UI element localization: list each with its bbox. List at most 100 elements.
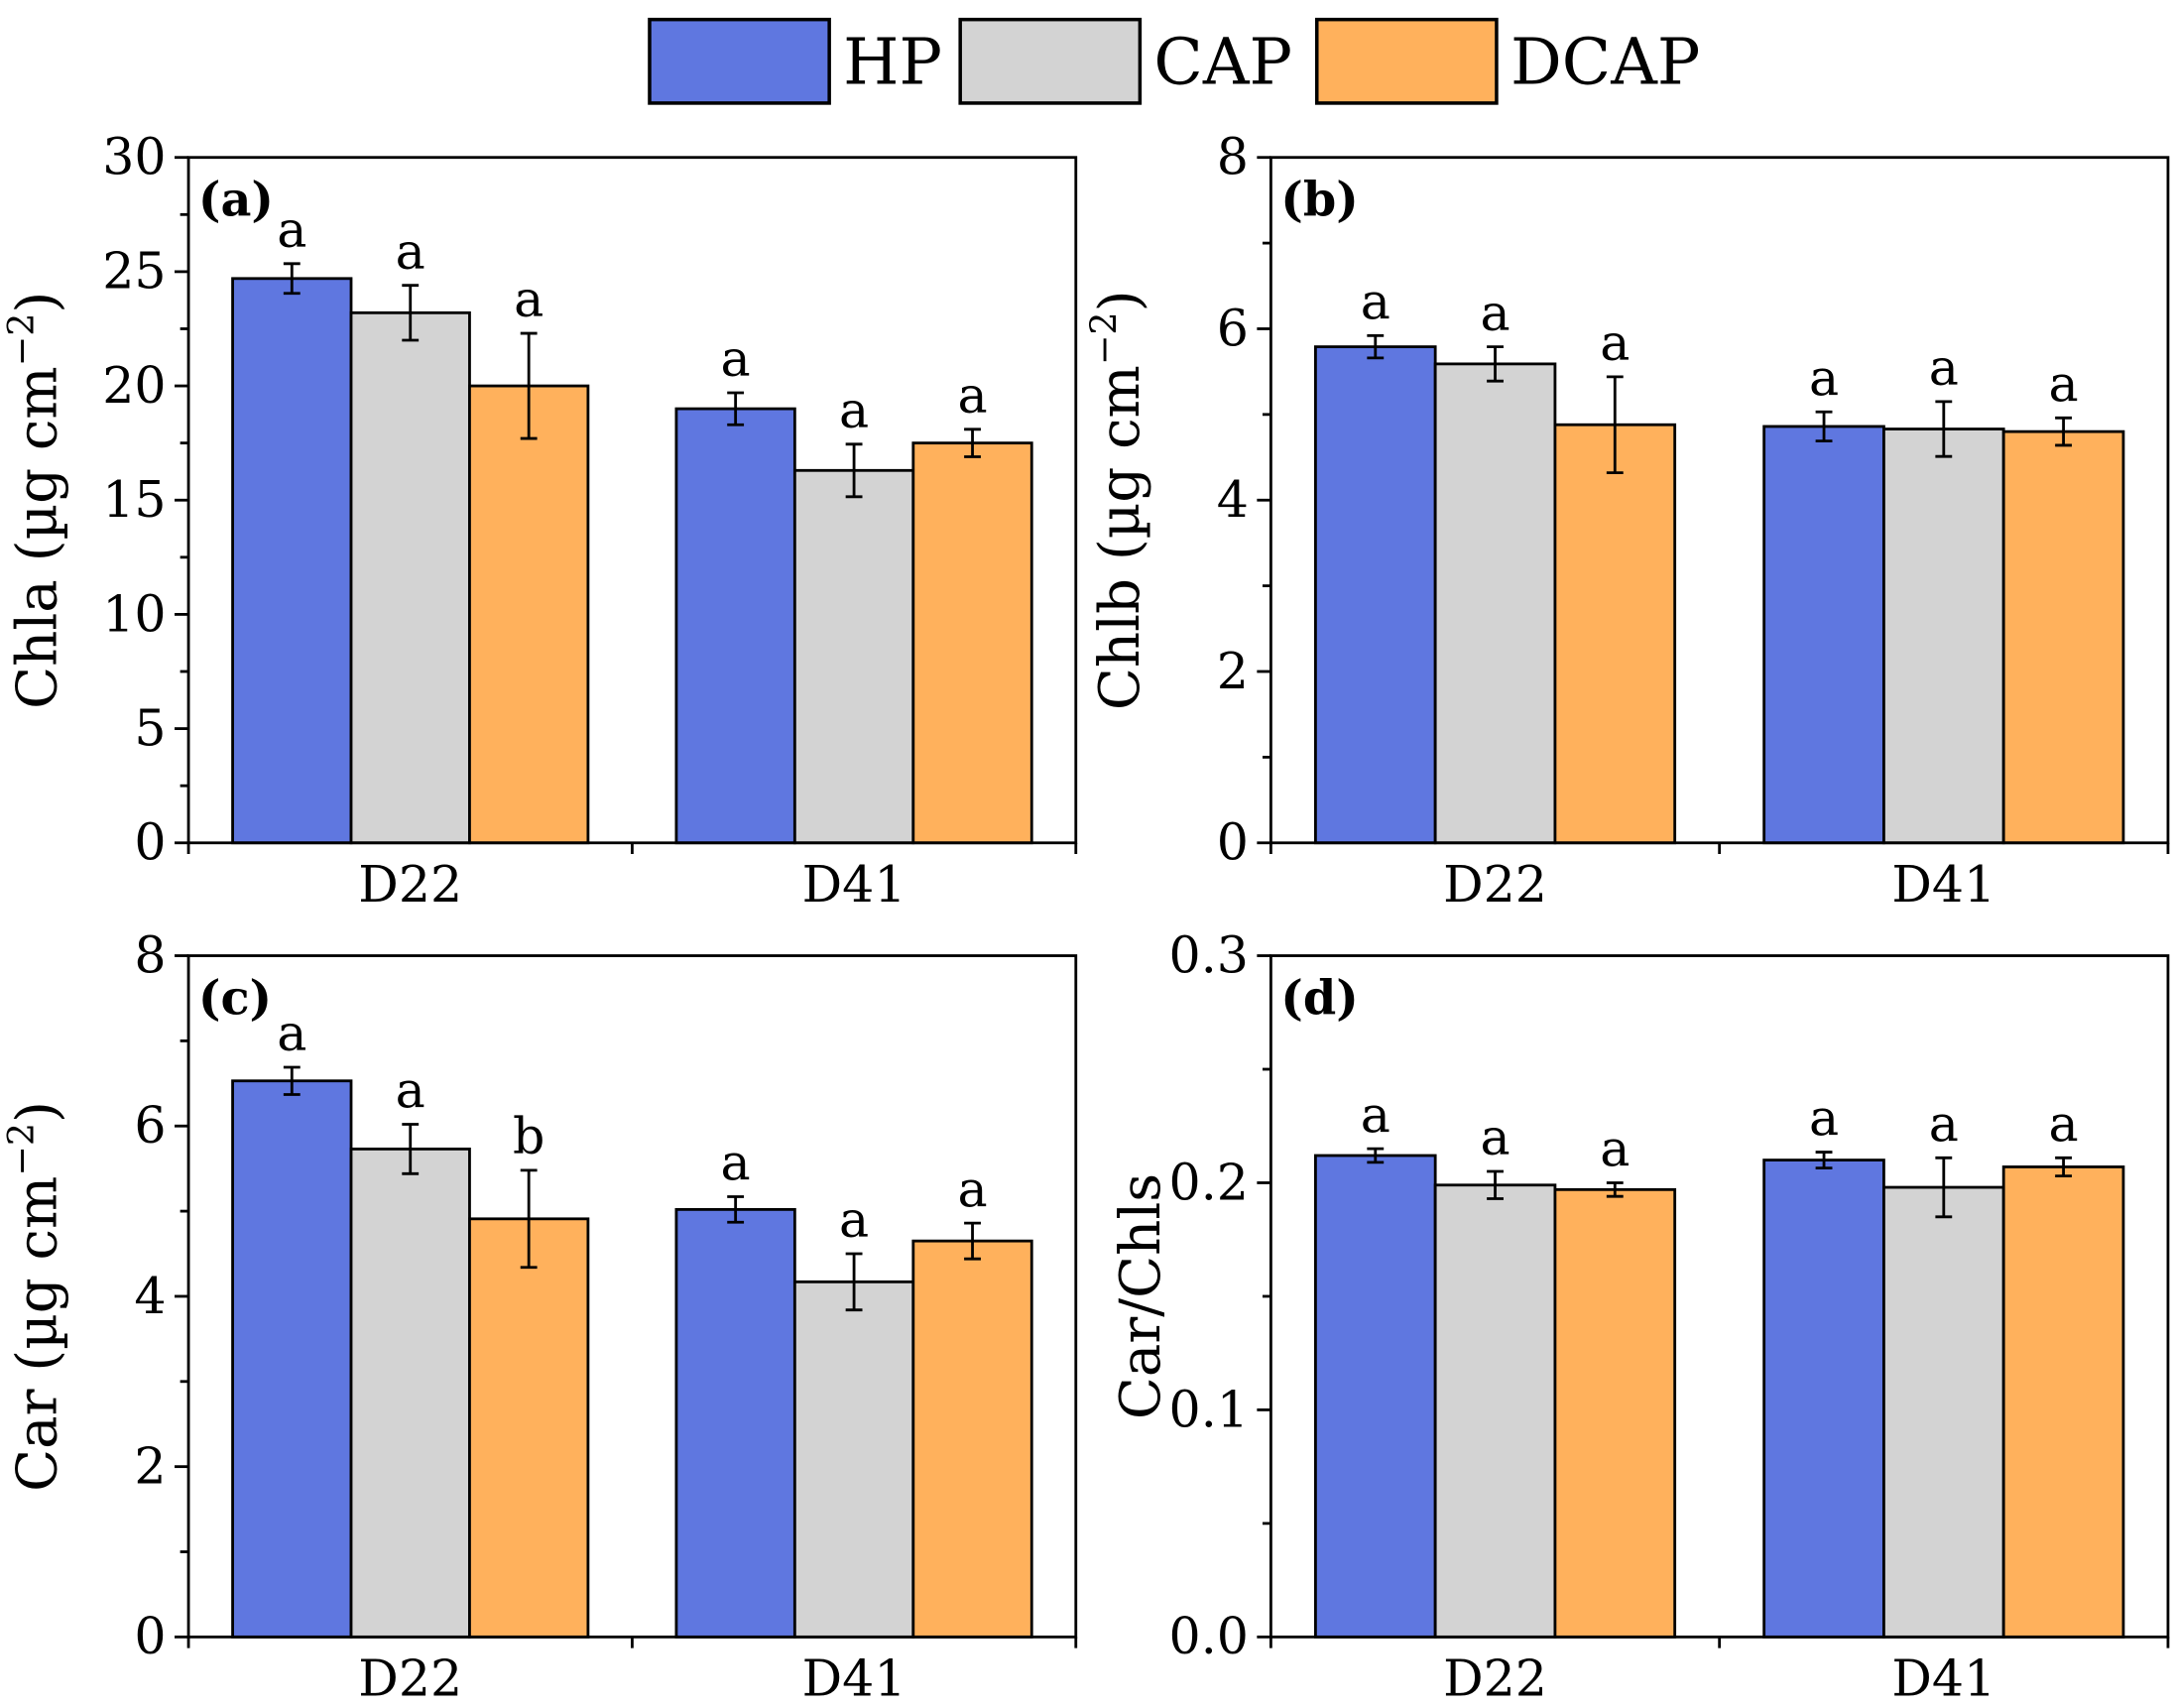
significance-letter: a (277, 200, 306, 259)
y-tick-label: 0.0 (1169, 1607, 1249, 1665)
y-tick-label: 0.3 (1169, 925, 1249, 984)
error-bar (2055, 1156, 2072, 1178)
y-tick-label: 6 (134, 1096, 166, 1155)
panel-c: a a a a b a 0 2 4 6 8 D22 D41 (c) Car (µg cm−2) (0, 925, 1078, 1707)
x-tick-label: D41 (1891, 855, 1995, 914)
significance-letter: a (2048, 354, 2078, 413)
y-tick-label: 15 (102, 470, 166, 529)
x-tick-label: D41 (802, 855, 906, 914)
bar-dcap-d41 (2001, 429, 2125, 845)
y-tick-label: 0.1 (1169, 1380, 1249, 1438)
bar-hp-d41 (674, 407, 796, 845)
bar-cap-d41 (1882, 1185, 2005, 1639)
significance-letter: a (514, 270, 544, 328)
significance-letter: a (1929, 338, 1959, 397)
panel-label: (b) (1280, 173, 1359, 228)
bar-hp-d22 (1313, 1154, 1437, 1639)
error-bar (845, 1252, 863, 1312)
y-tick-label: 20 (102, 356, 166, 415)
significance-letter: a (1361, 1085, 1390, 1144)
bar-dcap-d41 (911, 1239, 1033, 1639)
bar-hp-d22 (231, 277, 353, 845)
significance-letter: a (1600, 1120, 1630, 1178)
panel-d: a a a a a a 0.0 0.1 0.2 0.3 D22 D41 (d) Car/Chls (1109, 925, 2170, 1707)
y-tick-label: 5 (134, 698, 166, 757)
y-axis-label: Chla (µg cm−2) (0, 292, 69, 709)
y-tick-label: 30 (102, 128, 166, 186)
x-tick-label: D22 (1443, 855, 1547, 914)
y-axis-label-end: ) (6, 292, 70, 313)
y-axis-label-superscript: −2 (0, 313, 43, 367)
y-axis-label-superscript: −2 (1082, 311, 1125, 365)
error-bar (402, 1123, 420, 1175)
x-tick-label: D41 (1891, 1648, 1995, 1707)
y-tick-label: 4 (134, 1267, 166, 1325)
x-tick-label: D41 (802, 1648, 906, 1707)
bar-dcap-d22 (468, 384, 590, 845)
legend-label-hp: HP (843, 25, 942, 99)
bar-dcap-d41 (2001, 1165, 2125, 1639)
error-bar (1606, 1181, 1624, 1198)
bar-hp-d22 (231, 1079, 353, 1639)
x-tick-label: D22 (358, 855, 462, 914)
bar-cap-d22 (349, 310, 471, 845)
significance-letter: a (2048, 1094, 2078, 1153)
y-axis-label: Car (µg cm−2) (0, 1101, 69, 1492)
error-bar (520, 331, 538, 440)
y-tick-label: 6 (1217, 299, 1249, 357)
legend-label-cap: CAP (1153, 25, 1292, 99)
legend-label-dcap: DCAP (1510, 25, 1700, 99)
significance-letter: a (396, 222, 425, 281)
y-tick-label: 8 (134, 925, 166, 984)
legend-swatch-cap (958, 17, 1143, 105)
bar-dcap-d22 (468, 1217, 590, 1639)
significance-letter: a (1929, 1094, 1959, 1153)
error-bar (845, 442, 863, 499)
y-axis-label-text: Chlb (µg cm (1088, 365, 1152, 710)
bar-dcap-d22 (1553, 1187, 1677, 1639)
y-tick-label: 0 (134, 813, 166, 872)
significance-letter: a (839, 1190, 869, 1249)
error-bar (1367, 333, 1385, 360)
error-bar (1487, 345, 1504, 383)
significance-letter: a (277, 1004, 306, 1062)
y-tick-label: 8 (1217, 128, 1249, 186)
error-bar (1935, 1156, 1953, 1219)
bar-cap-d41 (792, 468, 915, 845)
significance-letter: a (1809, 1089, 1839, 1148)
bar-dcap-d41 (911, 441, 1033, 845)
x-tick-label: D22 (358, 1648, 462, 1707)
legend-swatch-hp (648, 17, 831, 105)
bar-hp-d41 (1762, 425, 1885, 845)
panel-label: (d) (1280, 971, 1359, 1027)
error-bar (1606, 375, 1624, 475)
y-tick-label: 10 (102, 584, 166, 643)
bar-hp-d22 (1313, 345, 1437, 845)
significance-letter: a (957, 366, 987, 425)
y-tick-label: 0 (1217, 813, 1249, 872)
significance-letter: a (957, 1159, 987, 1218)
y-axis-label-superscript: −2 (0, 1123, 43, 1176)
error-bar (964, 427, 981, 458)
legend: HP CAP DCAP (648, 17, 1700, 105)
y-axis-label-text: Car/Chls (1109, 1173, 1173, 1419)
legend-swatch-dcap (1314, 17, 1499, 105)
error-bar (2055, 416, 2072, 447)
y-tick-label: 0.2 (1169, 1153, 1249, 1211)
x-tick-label: D22 (1443, 1648, 1547, 1707)
bar-cap-d22 (1433, 1183, 1557, 1639)
error-bar (283, 262, 301, 296)
error-bar (727, 1195, 745, 1224)
bar-cap-d22 (349, 1148, 471, 1639)
y-axis-label-end: ) (6, 1101, 70, 1123)
panel-a: a a a a a a 0 5 10 15 20 25 30 D22 D41 (a) Chla (µg cm−2… (0, 128, 1078, 914)
error-bar (1935, 400, 1953, 458)
y-tick-label: 2 (1217, 642, 1249, 700)
y-axis-label: Chlb (µg cm−2) (1082, 290, 1151, 710)
significance-letter: a (721, 329, 751, 388)
panel-label: (c) (198, 971, 272, 1027)
error-bar (1367, 1147, 1385, 1164)
error-bar (520, 1168, 538, 1270)
